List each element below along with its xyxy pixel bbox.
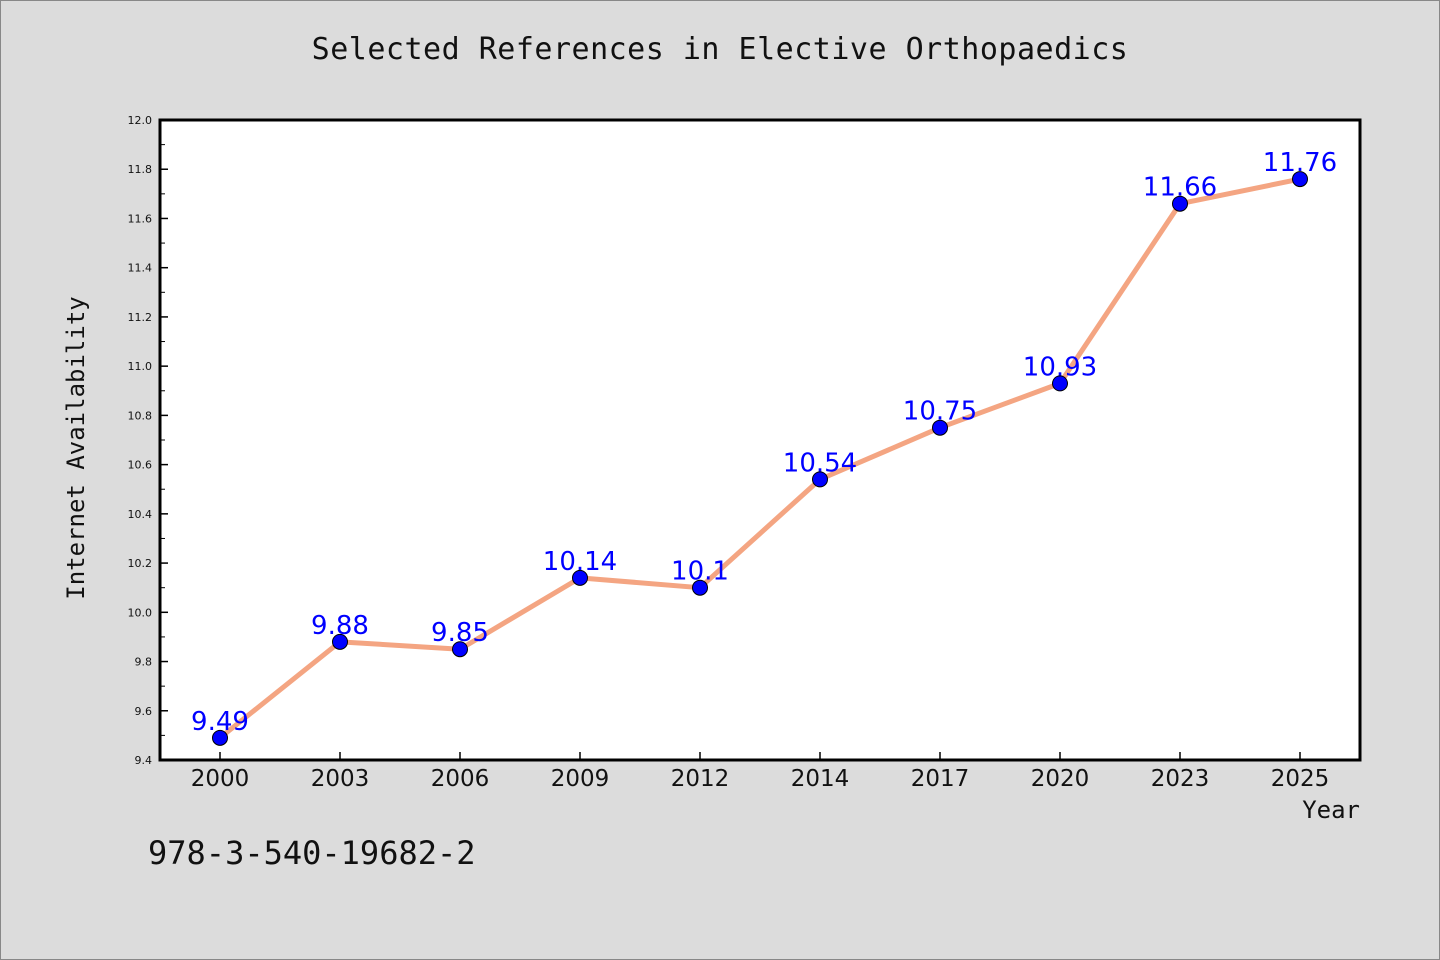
plot-area (158, 118, 1362, 762)
data-point (1172, 195, 1188, 212)
data-point (212, 729, 228, 746)
x-axis-label: Year (1302, 796, 1360, 824)
data-label: 10.93 (1023, 352, 1097, 382)
y-tick-label: 10.0 (128, 606, 153, 619)
y-tick-label: 10.2 (128, 557, 153, 570)
data-point (452, 641, 468, 658)
y-tick-label: 10.6 (128, 459, 153, 472)
x-tick-label: 2023 (1151, 766, 1210, 792)
data-label: 10.75 (903, 397, 977, 427)
data-label: 9.49 (191, 707, 249, 737)
x-tick-label: 2006 (431, 766, 490, 792)
x-tick-label: 2003 (311, 766, 370, 792)
data-label: 10.14 (543, 547, 617, 577)
data-point (332, 633, 348, 650)
x-tick-label: 2000 (191, 766, 250, 792)
data-point (692, 579, 708, 596)
x-tick-label: 2017 (911, 766, 970, 792)
y-tick-label: 11.4 (128, 262, 153, 275)
y-tick-label: 9.4 (135, 754, 153, 767)
data-label: 10.54 (783, 448, 857, 478)
data-point (932, 419, 948, 436)
x-tick-label: 2009 (551, 766, 610, 792)
y-tick-label: 10.8 (128, 409, 153, 422)
chart-title: Selected References in Elective Orthopae… (311, 32, 1129, 67)
y-tick-label: 12.0 (128, 114, 153, 127)
x-tick-label: 2020 (1031, 766, 1090, 792)
data-point (812, 471, 828, 488)
data-point (572, 569, 588, 586)
y-tick-label: 11.6 (128, 212, 153, 225)
y-tick-label: 11.2 (128, 311, 153, 324)
y-tick-label: 10.4 (128, 508, 153, 521)
x-tick-label: 2012 (671, 766, 730, 792)
data-point (1052, 375, 1068, 392)
series-line (217, 176, 1303, 741)
y-tick-label: 9.6 (135, 705, 153, 718)
data-label: 9.85 (431, 618, 489, 648)
data-point (1292, 171, 1308, 188)
data-label: 9.88 (311, 611, 369, 641)
data-label: 11.66 (1143, 173, 1217, 203)
y-tick-label: 11.0 (128, 360, 153, 373)
isbn-footnote: 978-3-540-19682-2 (148, 834, 476, 872)
y-tick-label: 11.8 (128, 163, 153, 176)
data-label: 10.1 (671, 557, 729, 587)
x-tick-label: 2025 (1271, 766, 1330, 792)
x-tick-label: 2014 (791, 766, 850, 792)
data-label: 11.76 (1263, 148, 1337, 178)
y-tick-label: 9.8 (135, 656, 153, 669)
